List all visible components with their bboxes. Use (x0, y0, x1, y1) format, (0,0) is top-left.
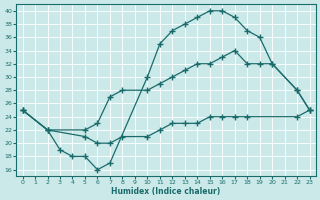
X-axis label: Humidex (Indice chaleur): Humidex (Indice chaleur) (111, 187, 221, 196)
